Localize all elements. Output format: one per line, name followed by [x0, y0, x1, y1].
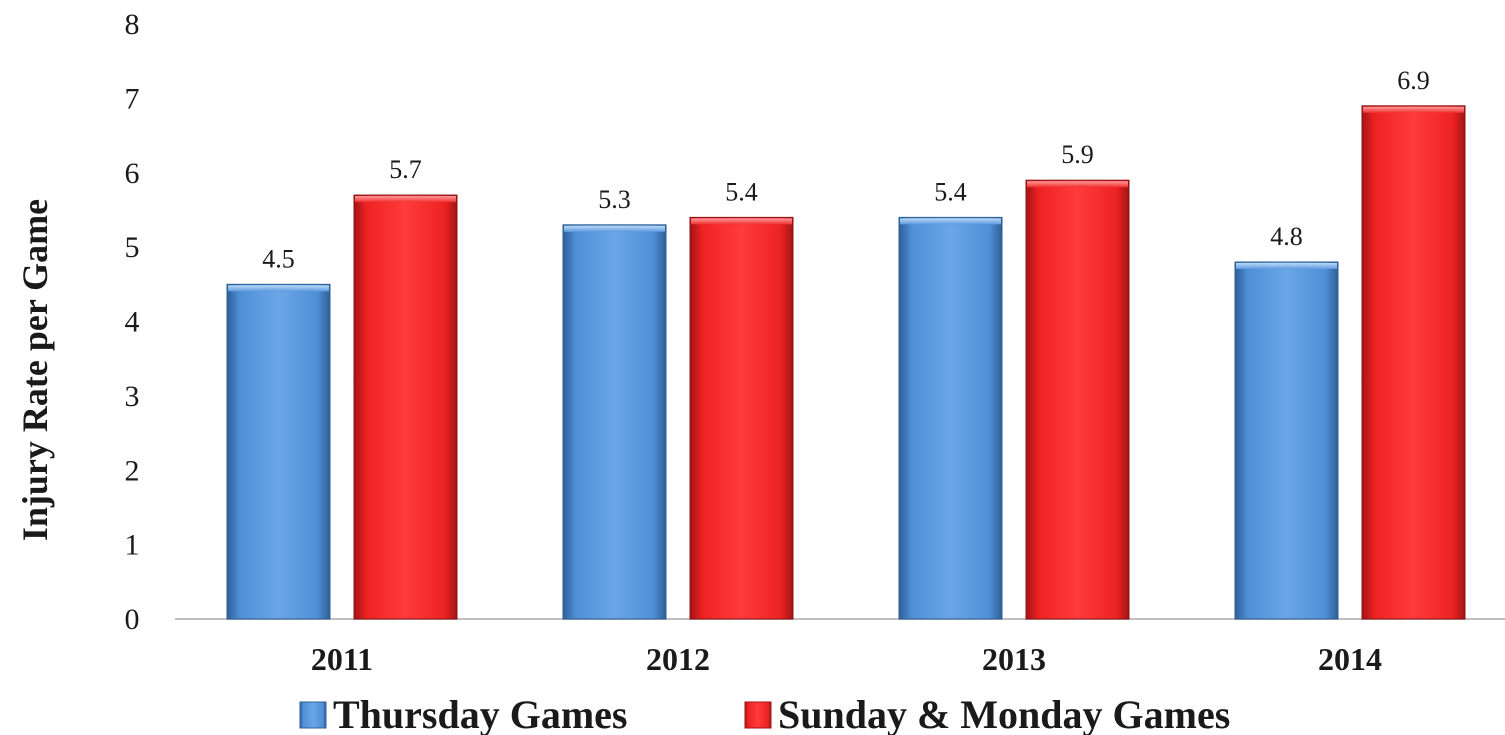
- x-tick-label-2013: 2013: [982, 641, 1046, 677]
- y-tick-label: 6: [125, 157, 140, 190]
- y-tick-label: 1: [125, 529, 140, 562]
- bar-cap: [1236, 263, 1337, 269]
- bar-sunday-monday-2011: [353, 194, 458, 620]
- bar-thursday-2014: [1234, 261, 1339, 620]
- bar-cap: [900, 218, 1001, 225]
- legend-item-sunday-monday: Sunday & Monday Games: [744, 692, 1230, 735]
- y-tick-label: 7: [125, 82, 140, 115]
- value-label-sunday-monday-2013: 5.9: [1061, 140, 1094, 169]
- bar-body: [689, 216, 794, 620]
- x-tick-label-2011: 2011: [311, 641, 373, 677]
- bar-thursday-2012: [562, 224, 667, 620]
- legend-swatch-thursday: [299, 701, 327, 729]
- bar-thursday-2011: [226, 283, 331, 620]
- bar-body: [1361, 105, 1466, 620]
- legend-swatch-sunday-monday: [744, 701, 772, 729]
- bar-cap: [564, 225, 665, 232]
- value-label-thursday-2012: 5.3: [598, 185, 631, 214]
- y-axis-ticks: 0 1 2 3 4 5 6 7 8: [125, 8, 140, 636]
- legend: Thursday Games Sunday & Monday Games: [299, 692, 1230, 735]
- x-axis-tick-labels: 2011 2012 2013 2014: [311, 641, 1382, 677]
- bar-sunday-monday-2013: [1025, 179, 1130, 620]
- y-tick-label: 0: [125, 603, 140, 636]
- value-label-sunday-monday-2011: 5.7: [389, 155, 422, 184]
- bar-cap: [355, 196, 456, 203]
- y-tick-label: 4: [125, 306, 140, 339]
- legend-label-sunday-monday: Sunday & Monday Games: [778, 692, 1230, 735]
- bar-body: [1025, 179, 1130, 620]
- legend-item-thursday: Thursday Games: [299, 692, 628, 735]
- bar-cap: [1027, 181, 1128, 188]
- y-tick-label: 5: [125, 231, 140, 264]
- bar-body: [562, 224, 667, 620]
- value-label-thursday-2011: 4.5: [262, 244, 295, 273]
- x-tick-label-2014: 2014: [1318, 641, 1382, 677]
- value-labels: 4.5 5.7 5.3 5.4 5.4 5.9 4.8 6.9: [262, 66, 1430, 274]
- bar-sunday-monday-2014: [1361, 105, 1466, 620]
- value-label-sunday-monday-2012: 5.4: [725, 177, 758, 206]
- bar-cap: [1363, 106, 1464, 113]
- bar-cap: [691, 218, 792, 225]
- legend-label-thursday: Thursday Games: [333, 692, 628, 735]
- bar-cap: [228, 285, 329, 292]
- bar-body: [1234, 261, 1339, 620]
- bars: [226, 105, 1466, 620]
- y-tick-label: 2: [125, 454, 140, 487]
- bar-sunday-monday-2012: [689, 216, 794, 620]
- x-tick-label-2012: 2012: [646, 641, 710, 677]
- value-label-thursday-2013: 5.4: [934, 177, 967, 206]
- bar-body: [353, 194, 458, 620]
- y-tick-label: 3: [125, 380, 140, 413]
- value-label-sunday-monday-2014: 6.9: [1397, 66, 1430, 95]
- y-axis-label: Injury Rate per Game: [15, 199, 55, 541]
- bar-body: [898, 216, 1003, 620]
- y-tick-label: 8: [125, 8, 140, 41]
- bar-body: [226, 283, 331, 620]
- bar-thursday-2013: [898, 216, 1003, 620]
- value-label-thursday-2014: 4.8: [1270, 222, 1303, 251]
